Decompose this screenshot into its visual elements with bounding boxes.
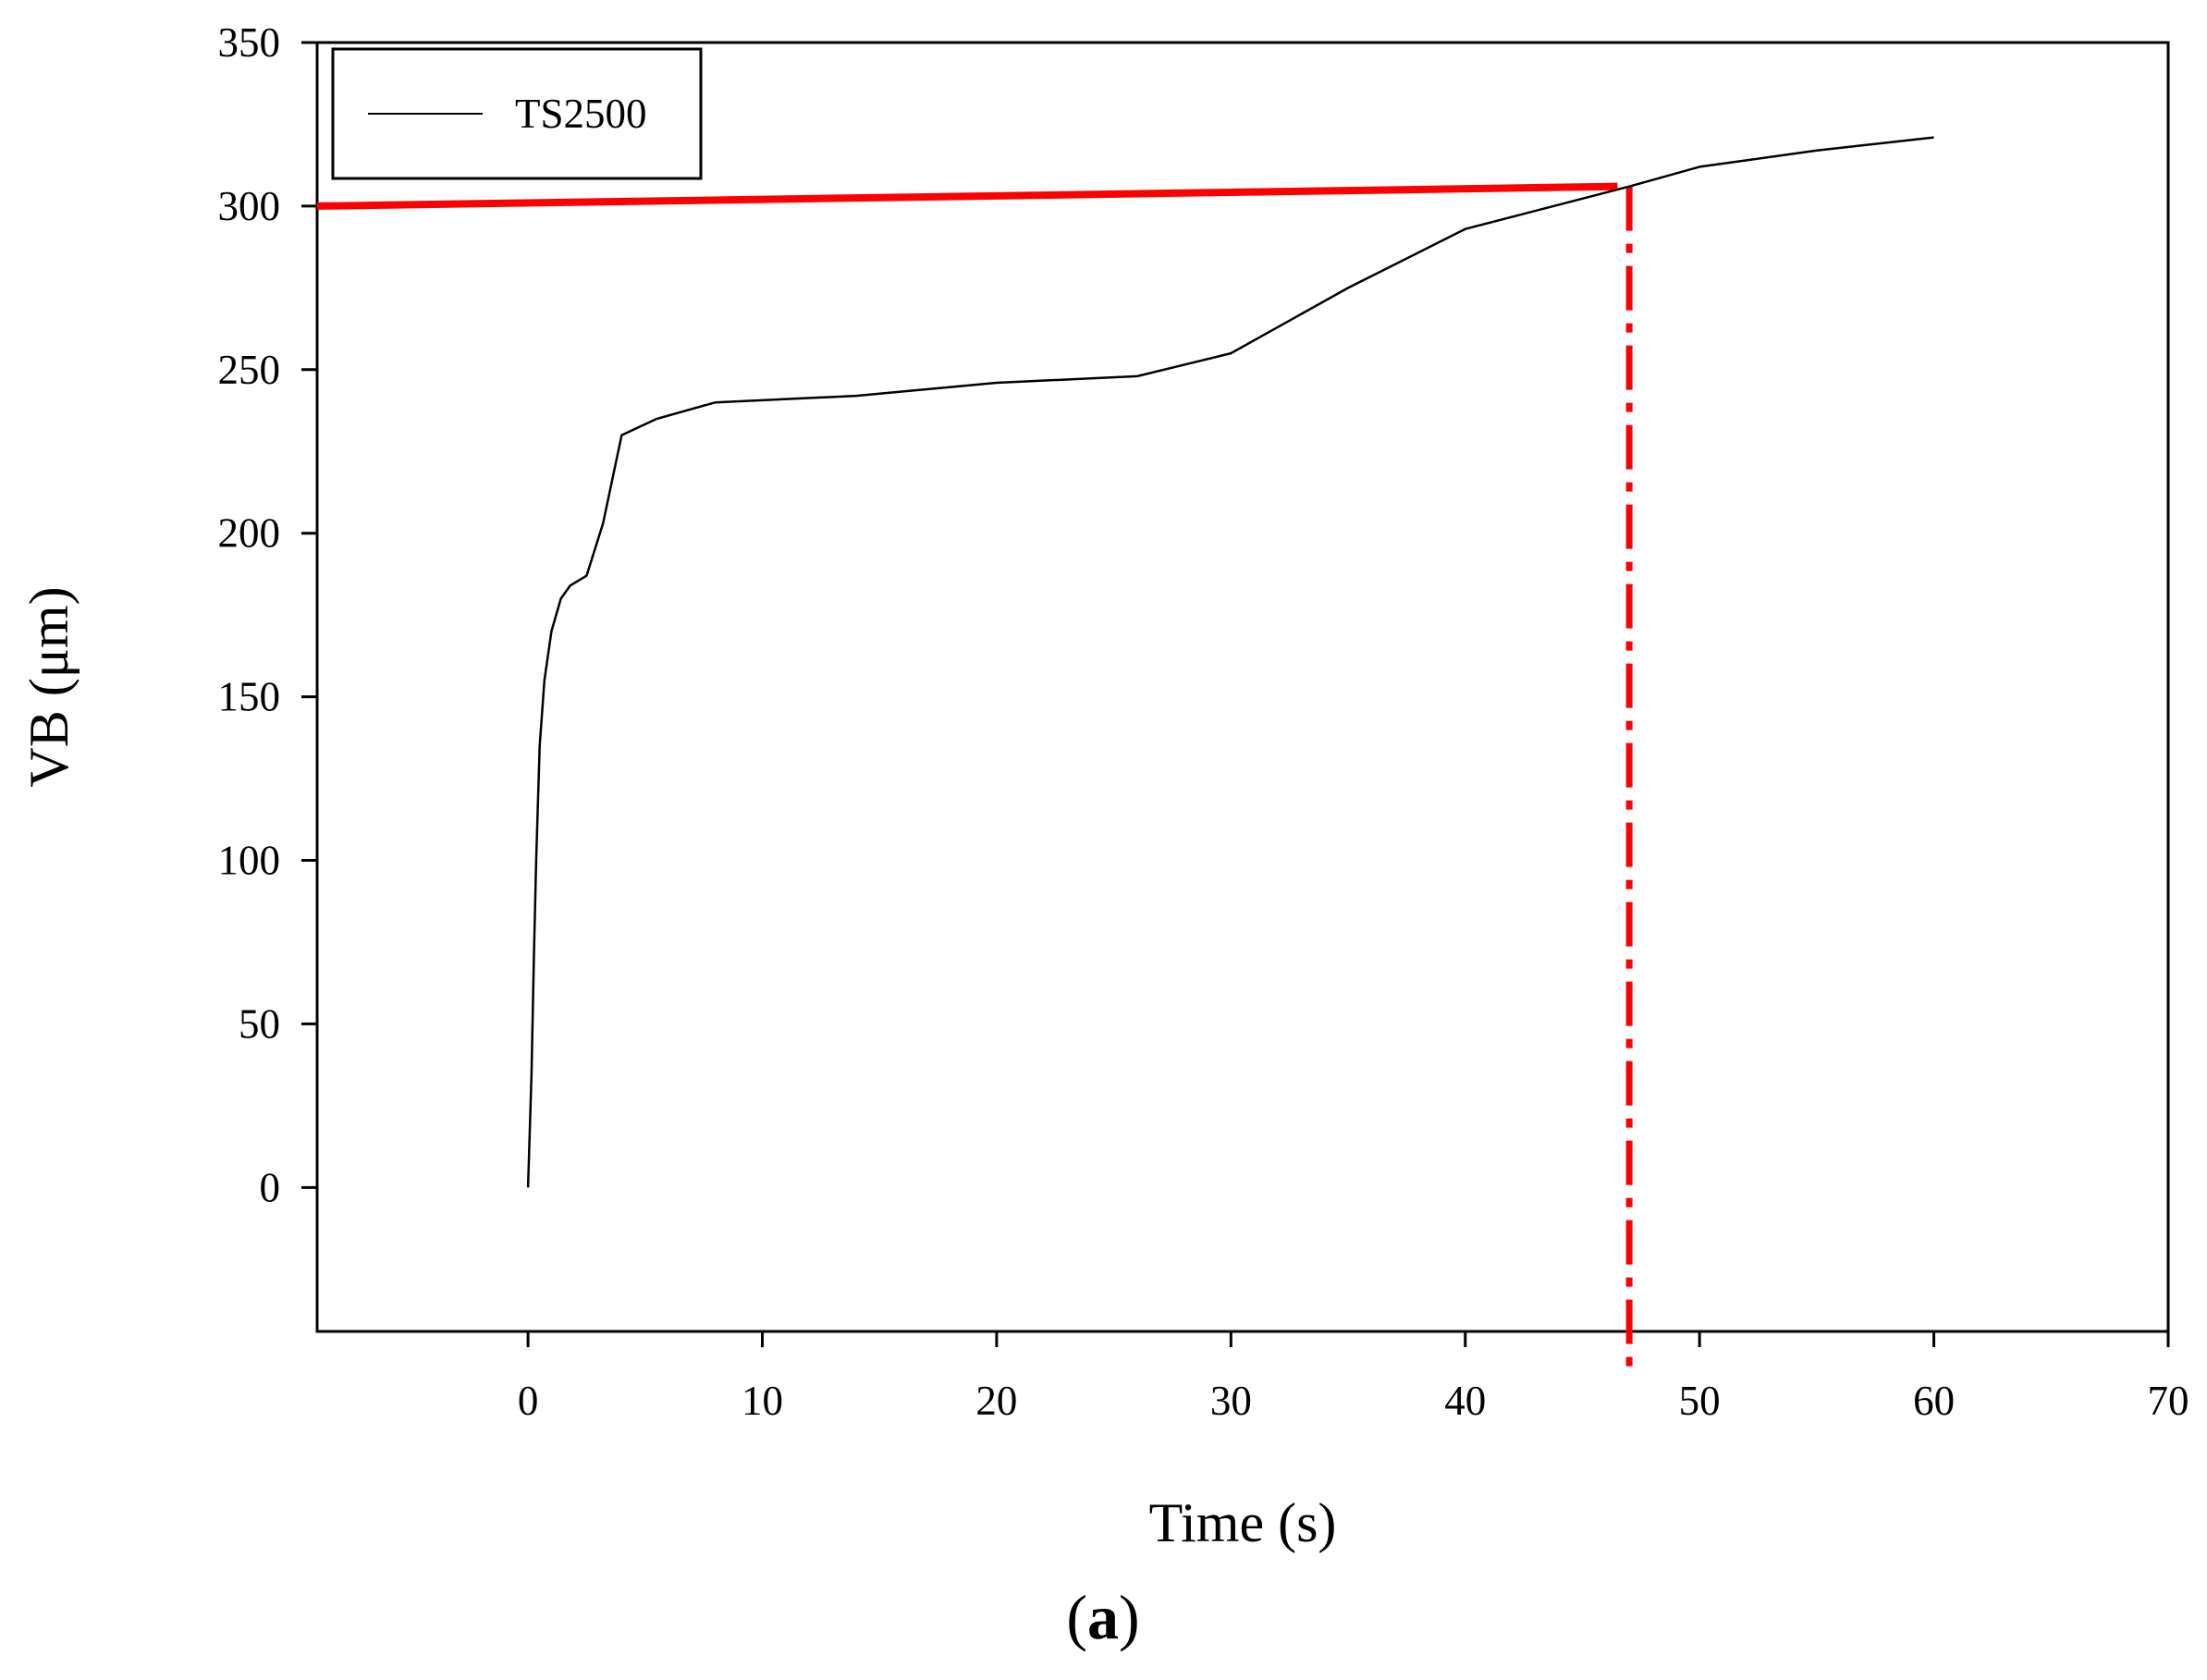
y-tick-label: 100: [218, 838, 281, 884]
plot-frame: [315, 41, 2170, 1333]
x-tick-label: 40: [1444, 1378, 1486, 1424]
legend-label: TS2500: [515, 91, 647, 137]
caption-close-paren: ): [1119, 1582, 1140, 1652]
x-tick-label: 30: [1210, 1378, 1252, 1424]
x-axis-title: Time (s): [1149, 1492, 1337, 1553]
y-tick-label: 200: [218, 510, 281, 557]
y-tick-label: 300: [218, 183, 281, 229]
x-tick-label: 60: [1913, 1378, 1955, 1424]
x-tick-label: 70: [2148, 1378, 2189, 1424]
threshold-line: [316, 182, 1618, 210]
y-tick-label: 150: [218, 674, 281, 720]
figure-caption: (a): [1066, 1582, 1139, 1652]
y-axis-ticks: 0 50 100 150 200 250 300 350: [218, 19, 317, 1210]
y-tick-label: 250: [218, 347, 281, 393]
y-tick-label: 350: [218, 19, 281, 66]
x-tick-label: 20: [975, 1378, 1017, 1424]
x-axis-ticks: 0 10 20 30 40 50 60 70: [518, 1331, 2189, 1424]
x-tick-label: 10: [742, 1378, 783, 1424]
x-tick-label: 0: [518, 1378, 539, 1424]
series-group: [526, 136, 1934, 1188]
series-line: [526, 136, 1934, 1188]
caption-label: a: [1087, 1582, 1119, 1652]
annotations: [316, 182, 1633, 1367]
legend: TS2500: [331, 47, 703, 180]
y-tick-label: 0: [260, 1164, 281, 1210]
caption-open-paren: (: [1066, 1582, 1087, 1652]
y-tick-label: 50: [239, 1000, 280, 1047]
x-tick-label: 50: [1679, 1378, 1721, 1424]
y-axis-title: VB (μm): [18, 586, 80, 787]
